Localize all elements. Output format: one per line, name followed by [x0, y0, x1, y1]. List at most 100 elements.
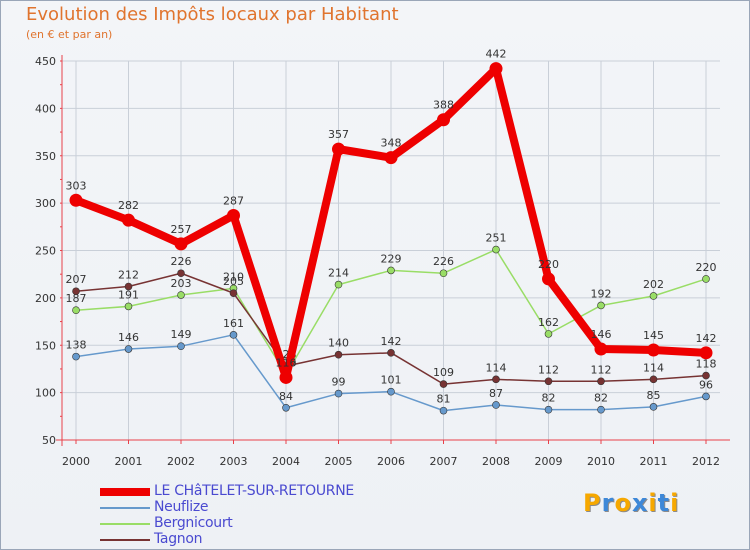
data-point-tagnon	[387, 349, 395, 357]
logo-letter: x	[631, 489, 649, 517]
legend-label: LE CHâTELET-SUR-RETOURNE	[154, 483, 354, 499]
data-label-le-ch-telet-sur-retourne: 146	[591, 328, 612, 341]
data-label-neuflize: 82	[542, 392, 556, 405]
x-tick-label: 2008	[482, 455, 510, 468]
logo-letter: i	[648, 489, 658, 517]
legend-label: Neuflize	[154, 499, 209, 515]
data-label-le-ch-telet-sur-retourne: 257	[171, 223, 192, 236]
legend-swatch	[100, 507, 150, 509]
x-tick-label: 2012	[692, 455, 720, 468]
data-label-bergnicourt: 229	[381, 252, 402, 265]
data-point-bergnicourt	[334, 280, 343, 289]
data-label-le-ch-telet-sur-retourne: 142	[696, 332, 717, 345]
data-label-bergnicourt: 162	[538, 316, 559, 329]
data-label-le-ch-telet-sur-retourne: 287	[223, 194, 244, 207]
data-point-le-ch-telet-sur-retourne	[594, 342, 608, 356]
data-point-bergnicourt	[544, 330, 553, 338]
data-label-le-ch-telet-sur-retourne: 442	[486, 48, 507, 61]
data-label-tagnon: 140	[328, 337, 349, 350]
data-point-neuflize	[124, 345, 133, 353]
data-point-bergnicourt	[597, 301, 605, 310]
data-point-neuflize	[649, 403, 658, 411]
data-label-tagnon: 112	[591, 363, 612, 376]
data-point-tagnon	[229, 289, 238, 297]
x-tick-label: 2001	[115, 455, 143, 468]
data-point-le-ch-telet-sur-retourne	[332, 142, 345, 156]
data-label-neuflize: 101	[381, 374, 402, 387]
data-point-tagnon	[177, 269, 185, 278]
data-point-le-ch-telet-sur-retourne	[647, 343, 660, 357]
data-point-neuflize	[387, 387, 395, 396]
y-tick-label: 150	[35, 339, 56, 352]
data-label-neuflize: 149	[171, 328, 192, 341]
logo-letter: P	[583, 489, 602, 517]
data-label-neuflize: 146	[118, 331, 139, 344]
x-tick-label: 2003	[220, 455, 248, 468]
data-point-bergnicourt	[124, 302, 133, 311]
data-label-tagnon: 109	[433, 366, 454, 379]
chart-title: Evolution des Impôts locaux par Habitant	[26, 4, 399, 25]
data-label-bergnicourt: 226	[433, 255, 454, 268]
data-label-bergnicourt: 220	[696, 261, 717, 274]
data-point-bergnicourt	[439, 269, 448, 278]
legend-swatch	[100, 523, 150, 525]
data-label-le-ch-telet-sur-retourne: 388	[433, 99, 454, 112]
data-point-bergnicourt	[72, 306, 80, 314]
data-point-le-ch-telet-sur-retourne	[227, 208, 240, 222]
chart-subtitle: (en € et par an)	[26, 28, 113, 41]
data-point-neuflize	[177, 342, 185, 350]
x-tick-label: 2010	[587, 455, 615, 468]
data-point-bergnicourt	[492, 245, 500, 254]
data-point-neuflize	[334, 389, 343, 398]
data-point-neuflize	[439, 406, 448, 415]
data-point-neuflize	[72, 352, 80, 361]
data-label-bergnicourt: 187	[66, 292, 87, 305]
data-label-neuflize: 81	[437, 393, 451, 406]
data-point-tagnon	[124, 282, 133, 291]
data-label-tagnon: 118	[696, 358, 717, 371]
x-tick-label: 2000	[62, 455, 90, 468]
data-label-bergnicourt: 191	[118, 288, 139, 301]
data-label-neuflize: 82	[594, 392, 608, 405]
y-tick-label: 300	[35, 197, 56, 210]
data-label-le-ch-telet-sur-retourne: 116	[276, 356, 297, 369]
legend-swatch	[100, 539, 150, 541]
data-label-tagnon: 112	[538, 363, 559, 376]
data-point-tagnon	[544, 377, 553, 386]
data-label-le-ch-telet-sur-retourne: 303	[66, 179, 87, 192]
logo-letter: o	[614, 489, 632, 517]
x-tick-label: 2004	[272, 455, 300, 468]
y-tick-label: 200	[35, 292, 56, 305]
data-point-neuflize	[229, 331, 238, 339]
data-label-neuflize: 138	[66, 339, 87, 352]
y-tick-label: 400	[35, 102, 56, 115]
data-point-le-ch-telet-sur-retourne	[699, 346, 713, 360]
data-label-le-ch-telet-sur-retourne: 282	[118, 199, 139, 212]
x-tick-label: 2002	[167, 455, 195, 468]
x-tick-label: 2009	[535, 455, 563, 468]
x-tick-label: 2011	[640, 455, 668, 468]
y-tick-label: 350	[35, 150, 56, 163]
data-label-neuflize: 85	[647, 389, 661, 402]
data-point-neuflize	[544, 405, 553, 414]
legend-label: Tagnon	[154, 531, 203, 547]
data-label-neuflize: 161	[223, 317, 244, 330]
y-tick-label: 50	[42, 434, 56, 447]
data-point-tagnon	[439, 380, 448, 388]
legend-swatch	[100, 488, 150, 496]
data-point-le-ch-telet-sur-retourne	[122, 213, 135, 227]
data-label-neuflize: 84	[279, 390, 293, 403]
data-point-le-ch-telet-sur-retourne	[384, 151, 398, 165]
data-label-bergnicourt: 210	[223, 270, 244, 283]
data-point-tagnon	[597, 377, 605, 386]
data-point-tagnon	[72, 287, 80, 296]
data-point-tagnon	[702, 371, 710, 380]
y-tick-label: 100	[35, 387, 56, 400]
data-label-bergnicourt: 214	[328, 267, 349, 280]
data-point-tagnon	[334, 350, 343, 359]
data-label-le-ch-telet-sur-retourne: 220	[538, 258, 559, 271]
data-point-neuflize	[597, 405, 605, 414]
y-tick-label: 250	[35, 245, 56, 258]
proxiti-logo: Proxiti	[583, 489, 679, 517]
